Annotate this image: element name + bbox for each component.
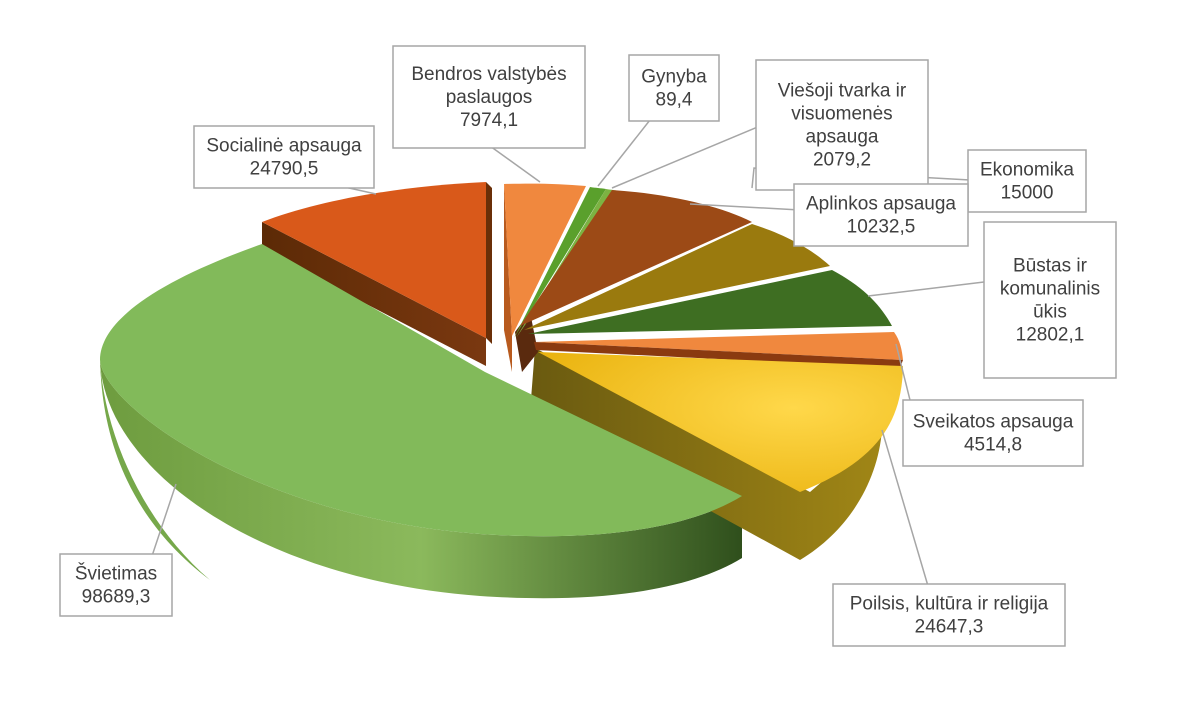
slice-sveikatos-edge	[534, 342, 903, 368]
label-gynyba-box	[628, 54, 720, 122]
label-viesoji-line: 2079,2	[813, 150, 871, 171]
slice-side-svietimas	[100, 360, 742, 599]
pie-top	[100, 182, 903, 537]
label-bustas-box	[983, 221, 1117, 379]
slice-gynyba	[514, 187, 606, 338]
label-bustas-line: 12802,1	[1016, 325, 1085, 346]
slice-side-poilsis	[530, 348, 882, 560]
slice-aplinkos	[524, 224, 830, 330]
slice-sveikatos	[534, 332, 903, 360]
leader-poilsis	[881, 429, 929, 587]
label-socialine-line: Socialinė apsauga	[206, 136, 362, 157]
leader-svietimas	[151, 483, 177, 557]
label-gynyba-line: 89,4	[656, 90, 693, 111]
leader-bendros	[489, 145, 541, 183]
leader-gynyba	[597, 119, 651, 187]
slice-svietimas	[100, 244, 742, 537]
slice-side-socialine-edge	[486, 182, 492, 344]
slice-side-bendros	[504, 184, 512, 372]
label-aplinkos-line: Aplinkos apsauga	[806, 194, 956, 215]
label-gynyba-line: Gynyba	[641, 67, 707, 88]
slice-bendros	[504, 183, 586, 336]
label-sveikatos-line: Sveikatos apsauga	[913, 412, 1074, 433]
label-bustas-line: Būstas ir	[1013, 256, 1088, 277]
leader-aplinkos	[689, 203, 801, 211]
label-bendros-line: Bendros valstybės	[411, 64, 566, 85]
label-svietimas-line: 98689,3	[82, 587, 151, 608]
leader-viesoji	[611, 125, 761, 189]
label-bustas-line: ūkis	[1033, 302, 1067, 323]
slice-side-socialine-left	[262, 222, 486, 366]
slice-socialine	[262, 182, 486, 338]
leader-sveikatos	[895, 343, 911, 401]
label-poilsis-line: Poilsis, kultūra ir religija	[850, 594, 1049, 615]
slice-poilsis	[538, 352, 903, 492]
slice-bustas	[528, 270, 892, 334]
label-viesoji-line: Viešoji tvarka ir	[778, 81, 907, 102]
label-bendros-line: 7974,1	[460, 110, 518, 131]
label-viesoji-line: apsauga	[806, 127, 879, 148]
label-sveikatos-line: 4514,8	[964, 435, 1022, 456]
label-poilsis-box	[832, 583, 1066, 647]
leader-bustas	[867, 281, 985, 297]
label-bendros-box	[392, 45, 586, 149]
label-viesoji-box	[755, 59, 929, 191]
label-svietimas-line: Švietimas	[75, 563, 157, 585]
label-bendros-line: paslaugos	[446, 87, 533, 108]
label-poilsis-line: 24647,3	[915, 617, 984, 638]
label-aplinkos-line: 10232,5	[847, 217, 916, 238]
label-bustas-line: komunalinis	[1000, 279, 1100, 300]
label-svietimas-box	[59, 553, 173, 617]
pie-depth	[100, 182, 882, 599]
label-aplinkos-box	[793, 183, 969, 247]
label-ekonomika-box	[967, 149, 1087, 213]
label-ekonomika-line: Ekonomika	[980, 160, 1074, 181]
label-ekonomika-line: 15000	[1001, 183, 1054, 204]
slice-ekonomika	[520, 190, 752, 326]
label-socialine-line: 24790,5	[250, 159, 319, 180]
label-socialine-box	[193, 125, 375, 189]
label-viesoji-line: visuomenės	[791, 104, 892, 125]
label-sveikatos-box	[902, 399, 1084, 467]
